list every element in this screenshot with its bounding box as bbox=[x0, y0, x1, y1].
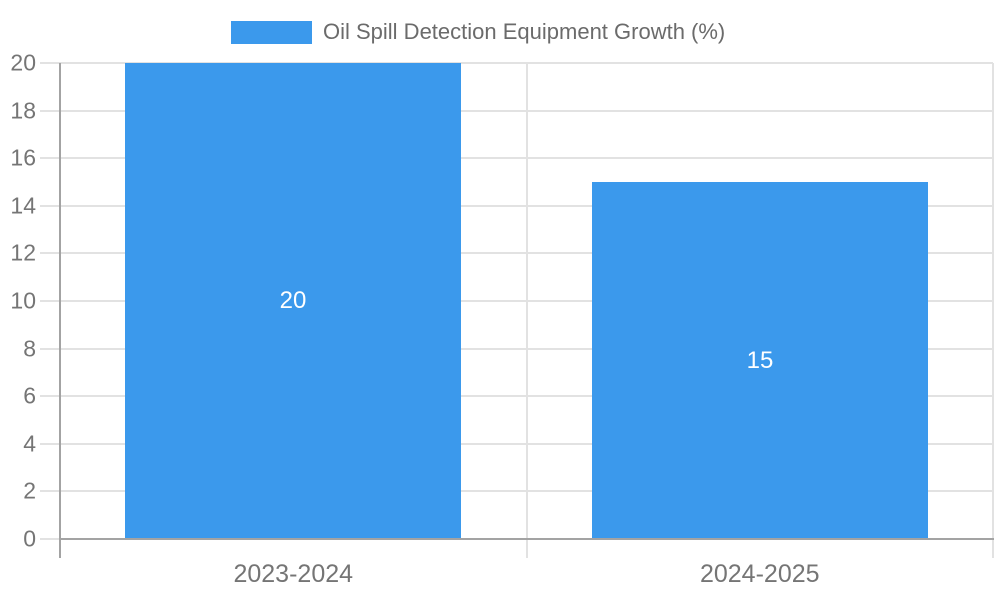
y-tick-mark bbox=[40, 300, 60, 302]
y-axis-tick-label: 6 bbox=[23, 382, 36, 409]
y-tick-mark bbox=[40, 109, 60, 112]
y-tick-mark bbox=[40, 347, 60, 350]
category-boundary-gridline bbox=[525, 63, 528, 558]
y-axis-tick-label: 0 bbox=[23, 525, 36, 552]
y-axis-tick-label: 12 bbox=[10, 239, 36, 266]
y-axis-tick-label: 8 bbox=[23, 335, 36, 362]
y-tick-mark bbox=[40, 157, 60, 160]
y-tick-mark bbox=[40, 62, 60, 64]
y-axis-tick-label: 16 bbox=[10, 144, 36, 171]
y-axis-tick-label: 4 bbox=[23, 430, 36, 457]
category-boundary-gridline bbox=[992, 63, 994, 558]
y-tick-mark bbox=[40, 490, 60, 493]
y-axis-line bbox=[59, 63, 61, 558]
x-axis-category-label: 2023-2024 bbox=[233, 560, 354, 588]
y-tick-mark bbox=[40, 538, 60, 540]
bar-value-label: 15 bbox=[746, 346, 774, 374]
x-axis-baseline bbox=[59, 538, 994, 540]
y-tick-mark bbox=[40, 204, 60, 207]
bar-2023-2024: 20 bbox=[125, 63, 461, 539]
chart-legend: Oil Spill Detection Equipment Growth (%) bbox=[231, 20, 725, 44]
y-tick-mark bbox=[40, 442, 60, 445]
y-axis-tick-label: 2 bbox=[23, 477, 36, 504]
y-axis-tick-label: 14 bbox=[10, 192, 36, 219]
y-tick-mark bbox=[40, 252, 60, 255]
legend-swatch bbox=[231, 20, 312, 44]
y-axis-tick-label: 18 bbox=[10, 97, 36, 124]
y-tick-mark bbox=[40, 395, 60, 398]
bar-2024-2025: 15 bbox=[592, 182, 928, 539]
legend-label: Oil Spill Detection Equipment Growth (%) bbox=[323, 19, 726, 44]
x-axis-category-label: 2024-2025 bbox=[699, 560, 820, 588]
y-axis-tick-label: 10 bbox=[10, 287, 36, 314]
y-axis-tick-label: 20 bbox=[10, 49, 36, 76]
bar-value-label: 20 bbox=[279, 287, 307, 314]
